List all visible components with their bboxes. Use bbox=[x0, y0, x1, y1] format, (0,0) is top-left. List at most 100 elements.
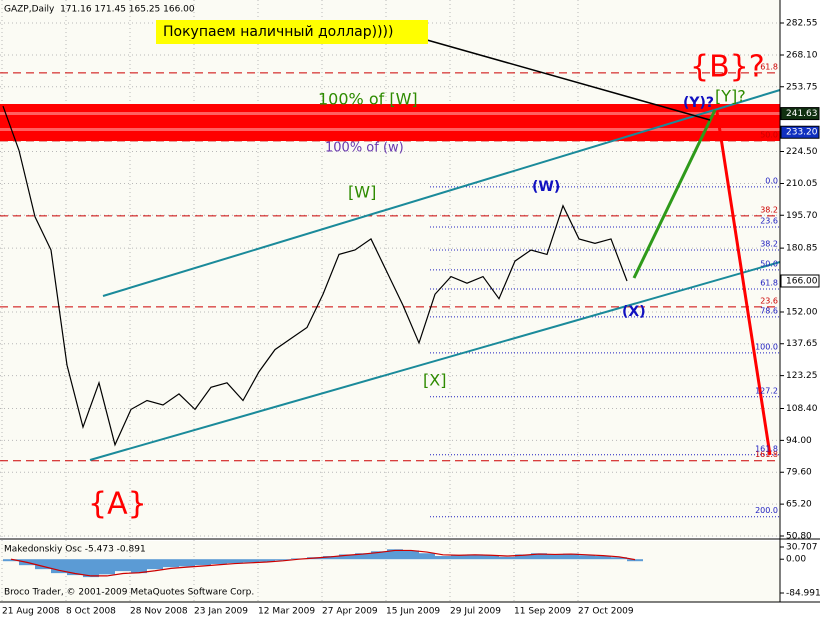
osc-bar bbox=[563, 553, 579, 560]
y-tick-label: 0.00 bbox=[786, 555, 806, 565]
y-tick-label: 79.60 bbox=[786, 468, 812, 478]
osc-bar bbox=[627, 559, 643, 562]
fib-label: 161.8 bbox=[755, 444, 778, 453]
x-tick-label: 29 Jul 2009 bbox=[450, 607, 501, 617]
plot bbox=[2, 105, 643, 578]
pointer-line bbox=[426, 39, 711, 121]
x-tick-label: 12 Mar 2009 bbox=[258, 607, 315, 617]
osc-bar bbox=[35, 559, 51, 570]
price-line bbox=[2, 105, 628, 447]
osc-bar bbox=[579, 555, 595, 560]
y-tick-label: 65.20 bbox=[786, 500, 812, 510]
wave-label: [W] bbox=[348, 183, 376, 202]
header: GAZP,Daily 171.16 171.45 165.25 166.00 bbox=[4, 5, 195, 15]
wave-label: {A} bbox=[88, 487, 147, 522]
zone-stripe bbox=[0, 128, 780, 131]
annotation-box bbox=[156, 20, 428, 44]
price-marker-label: 233.20 bbox=[786, 128, 818, 138]
osc-bar bbox=[195, 559, 211, 566]
osc-bar bbox=[179, 559, 195, 567]
wave-label: (Y)? bbox=[683, 95, 714, 111]
price-marker bbox=[780, 107, 820, 121]
osc-bar bbox=[595, 556, 611, 560]
fib-label: 23.6 bbox=[760, 296, 778, 305]
projection-green bbox=[632, 109, 717, 279]
x-tick-label: 8 Oct 2008 bbox=[66, 607, 116, 617]
fib-label: 200.0 bbox=[755, 506, 778, 515]
y-tick-label: -84.991 bbox=[786, 589, 820, 599]
y-tick-label: 195.70 bbox=[786, 211, 818, 221]
osc-bar bbox=[611, 557, 627, 560]
price-marker bbox=[780, 274, 820, 288]
fib-label: 50.0 bbox=[760, 130, 778, 139]
wave-label: 100% of [W] bbox=[318, 90, 418, 109]
osc-bar bbox=[259, 559, 275, 562]
wave-label: [Y]? bbox=[715, 87, 746, 106]
y-tick-label: 94.00 bbox=[786, 436, 812, 446]
y-tick-label: 108.40 bbox=[786, 404, 818, 414]
x-tick-label: 28 Nov 2008 bbox=[130, 607, 188, 617]
osc-bar bbox=[355, 553, 371, 560]
wave-label: (W) bbox=[532, 179, 560, 195]
fib-label: 0.0 bbox=[765, 176, 778, 185]
osc-title: Makedonskiy Osc -5.473 -0.891 bbox=[4, 545, 146, 555]
channel-upper bbox=[102, 89, 781, 297]
osc-bar bbox=[435, 556, 451, 560]
fib-label: 127.2 bbox=[755, 386, 778, 395]
osc-bar bbox=[419, 553, 435, 560]
osc-bar bbox=[99, 559, 115, 575]
projection-red bbox=[715, 111, 772, 456]
annotation-text: Покупаем наличный доллар)))) bbox=[163, 24, 393, 40]
wave-label: [X] bbox=[423, 371, 446, 390]
fib-label: 50.0 bbox=[760, 259, 778, 268]
osc-signal bbox=[10, 549, 636, 577]
fib-label: 61.8 bbox=[760, 62, 778, 71]
x-tick-label: 15 Jun 2009 bbox=[386, 607, 440, 617]
osc-bar bbox=[451, 555, 467, 560]
osc-bar bbox=[515, 554, 531, 560]
osc-bar bbox=[371, 551, 387, 560]
price-marker bbox=[780, 125, 820, 139]
price-panel bbox=[0, 0, 780, 537]
x-tick-label: 23 Jan 2009 bbox=[194, 607, 248, 617]
x-tick-label: 27 Apr 2009 bbox=[322, 607, 378, 617]
osc-bar bbox=[67, 559, 83, 576]
osc-bar bbox=[243, 559, 259, 563]
fib-label: 23.6 bbox=[760, 216, 778, 225]
y-tick-label: 30.707 bbox=[786, 543, 818, 553]
osc-bar bbox=[483, 555, 499, 560]
wave-label: (X) bbox=[622, 304, 646, 320]
footer: Broco Trader, © 2001-2009 MetaQuotes Sof… bbox=[4, 588, 254, 598]
y-tick-label: 123.25 bbox=[786, 371, 818, 381]
fib-label: 38.2 bbox=[760, 240, 778, 249]
osc-bar bbox=[3, 559, 19, 562]
osc-bar bbox=[147, 559, 163, 570]
y-tick-label: 210.05 bbox=[786, 179, 818, 189]
fib-label: 61.8 bbox=[760, 278, 778, 287]
osc-bar bbox=[467, 554, 483, 560]
y-tick-label: 180.85 bbox=[786, 244, 818, 254]
wave-label: 100% of (w) bbox=[325, 141, 404, 156]
y-tick-label: 253.75 bbox=[786, 82, 818, 92]
fib-label: 38.2 bbox=[760, 205, 778, 214]
osc-bar bbox=[339, 554, 355, 560]
y-tick-label: 137.65 bbox=[786, 339, 818, 349]
price-marker-label: 166.00 bbox=[786, 276, 818, 286]
y-tick-label: 152.00 bbox=[786, 307, 818, 317]
y-tick-label: 282.55 bbox=[786, 19, 818, 29]
resistance-zone bbox=[0, 104, 780, 141]
osc-bar bbox=[227, 559, 243, 564]
x-tick-label: 21 Aug 2008 bbox=[2, 607, 60, 617]
fib-label: 161.8 bbox=[755, 450, 778, 459]
osc-bar bbox=[83, 559, 99, 578]
osc-bar bbox=[163, 559, 179, 568]
osc-bar bbox=[547, 554, 563, 560]
x-tick-label: 27 Oct 2009 bbox=[578, 607, 634, 617]
channel-lower bbox=[89, 261, 781, 461]
y-tick-label: 224.50 bbox=[786, 147, 818, 157]
x-tick-label: 11 Sep 2009 bbox=[514, 607, 571, 617]
osc-bar bbox=[115, 559, 131, 572]
price-marker-label: 241.63 bbox=[786, 109, 818, 119]
fib-label: 78.6 bbox=[760, 306, 778, 315]
